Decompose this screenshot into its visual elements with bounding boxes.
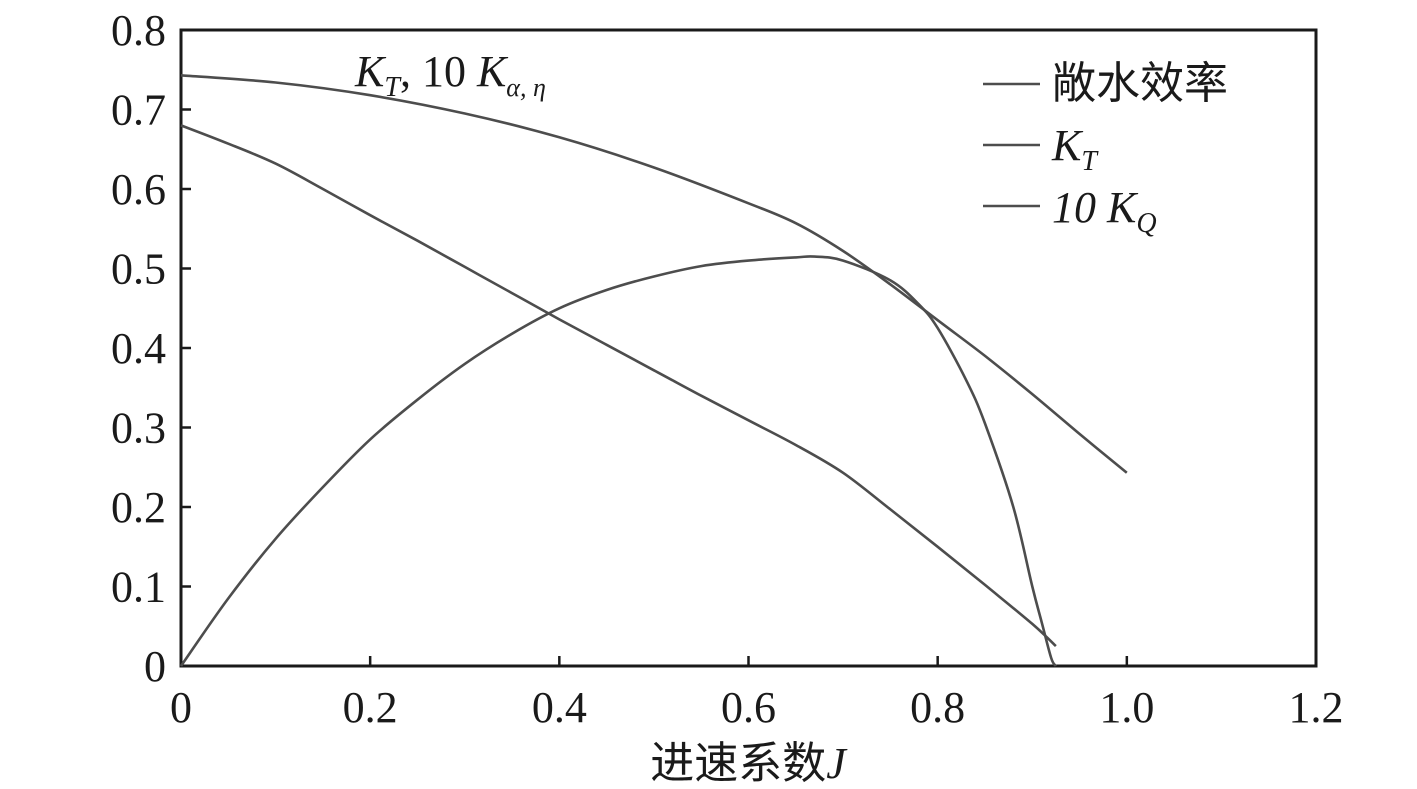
- x-tick-label: 0.6: [721, 683, 776, 732]
- inset-label: KT, 10 Kα, η: [354, 47, 546, 103]
- x-tick-label: 1.2: [1289, 683, 1344, 732]
- plot-frame: [179, 28, 1318, 668]
- legend: 敞水效率 KT 10 KQ: [983, 59, 1228, 239]
- x-axis-label-var: J: [826, 739, 848, 788]
- x-tick-label: 1.0: [1099, 683, 1154, 732]
- legend-kt-sub: T: [1081, 146, 1099, 177]
- series-line-1: [180, 124, 1057, 648]
- legend-kq-sub: Q: [1136, 208, 1156, 239]
- x-tick-label: 0.8: [910, 683, 965, 732]
- inset-label-sub-2: α, η: [506, 73, 546, 102]
- series-line-0: [179, 255, 1058, 667]
- legend-label-efficiency: 敞水效率: [1052, 59, 1228, 108]
- series-line-2: [180, 74, 1128, 474]
- inset-label-k: K: [354, 47, 387, 96]
- inset-label-sub-t: T: [384, 72, 402, 103]
- series-lines: [179, 74, 1128, 667]
- inset-label-k2: K: [476, 47, 509, 96]
- legend-label-kq: 10 KQ: [1052, 183, 1157, 239]
- y-tick-label: 0.7: [111, 86, 166, 135]
- y-tick-label: 0.5: [111, 245, 166, 294]
- legend-kq-main: 10 K: [1052, 183, 1139, 232]
- x-tick-label: 0.4: [532, 683, 587, 732]
- x-axis-ticks: 0 0.2 0.4 0.6 0.8 1.0 1.2: [170, 656, 1344, 732]
- y-axis-ticks: 0 0.1 0.2 0.3 0.4 0.5 0.6 0.7 0.8: [111, 6, 191, 691]
- x-axis-label: 进速系数J: [650, 739, 848, 788]
- x-tick-label: 0.2: [343, 683, 398, 732]
- y-tick-label: 0.6: [111, 165, 166, 214]
- y-tick-label: 0: [144, 642, 166, 691]
- y-tick-label: 0.8: [111, 6, 166, 55]
- inset-label-middle: , 10: [400, 47, 477, 96]
- y-tick-label: 0.1: [111, 563, 166, 612]
- legend-kt-main: K: [1051, 121, 1084, 170]
- y-tick-label: 0.4: [111, 324, 166, 373]
- legend-label-kt: KT: [1051, 121, 1099, 177]
- y-tick-label: 0.3: [111, 404, 166, 453]
- x-tick-label: 0: [170, 683, 192, 732]
- x-axis-label-main: 进速系数: [650, 739, 826, 788]
- y-tick-label: 0.2: [111, 483, 166, 532]
